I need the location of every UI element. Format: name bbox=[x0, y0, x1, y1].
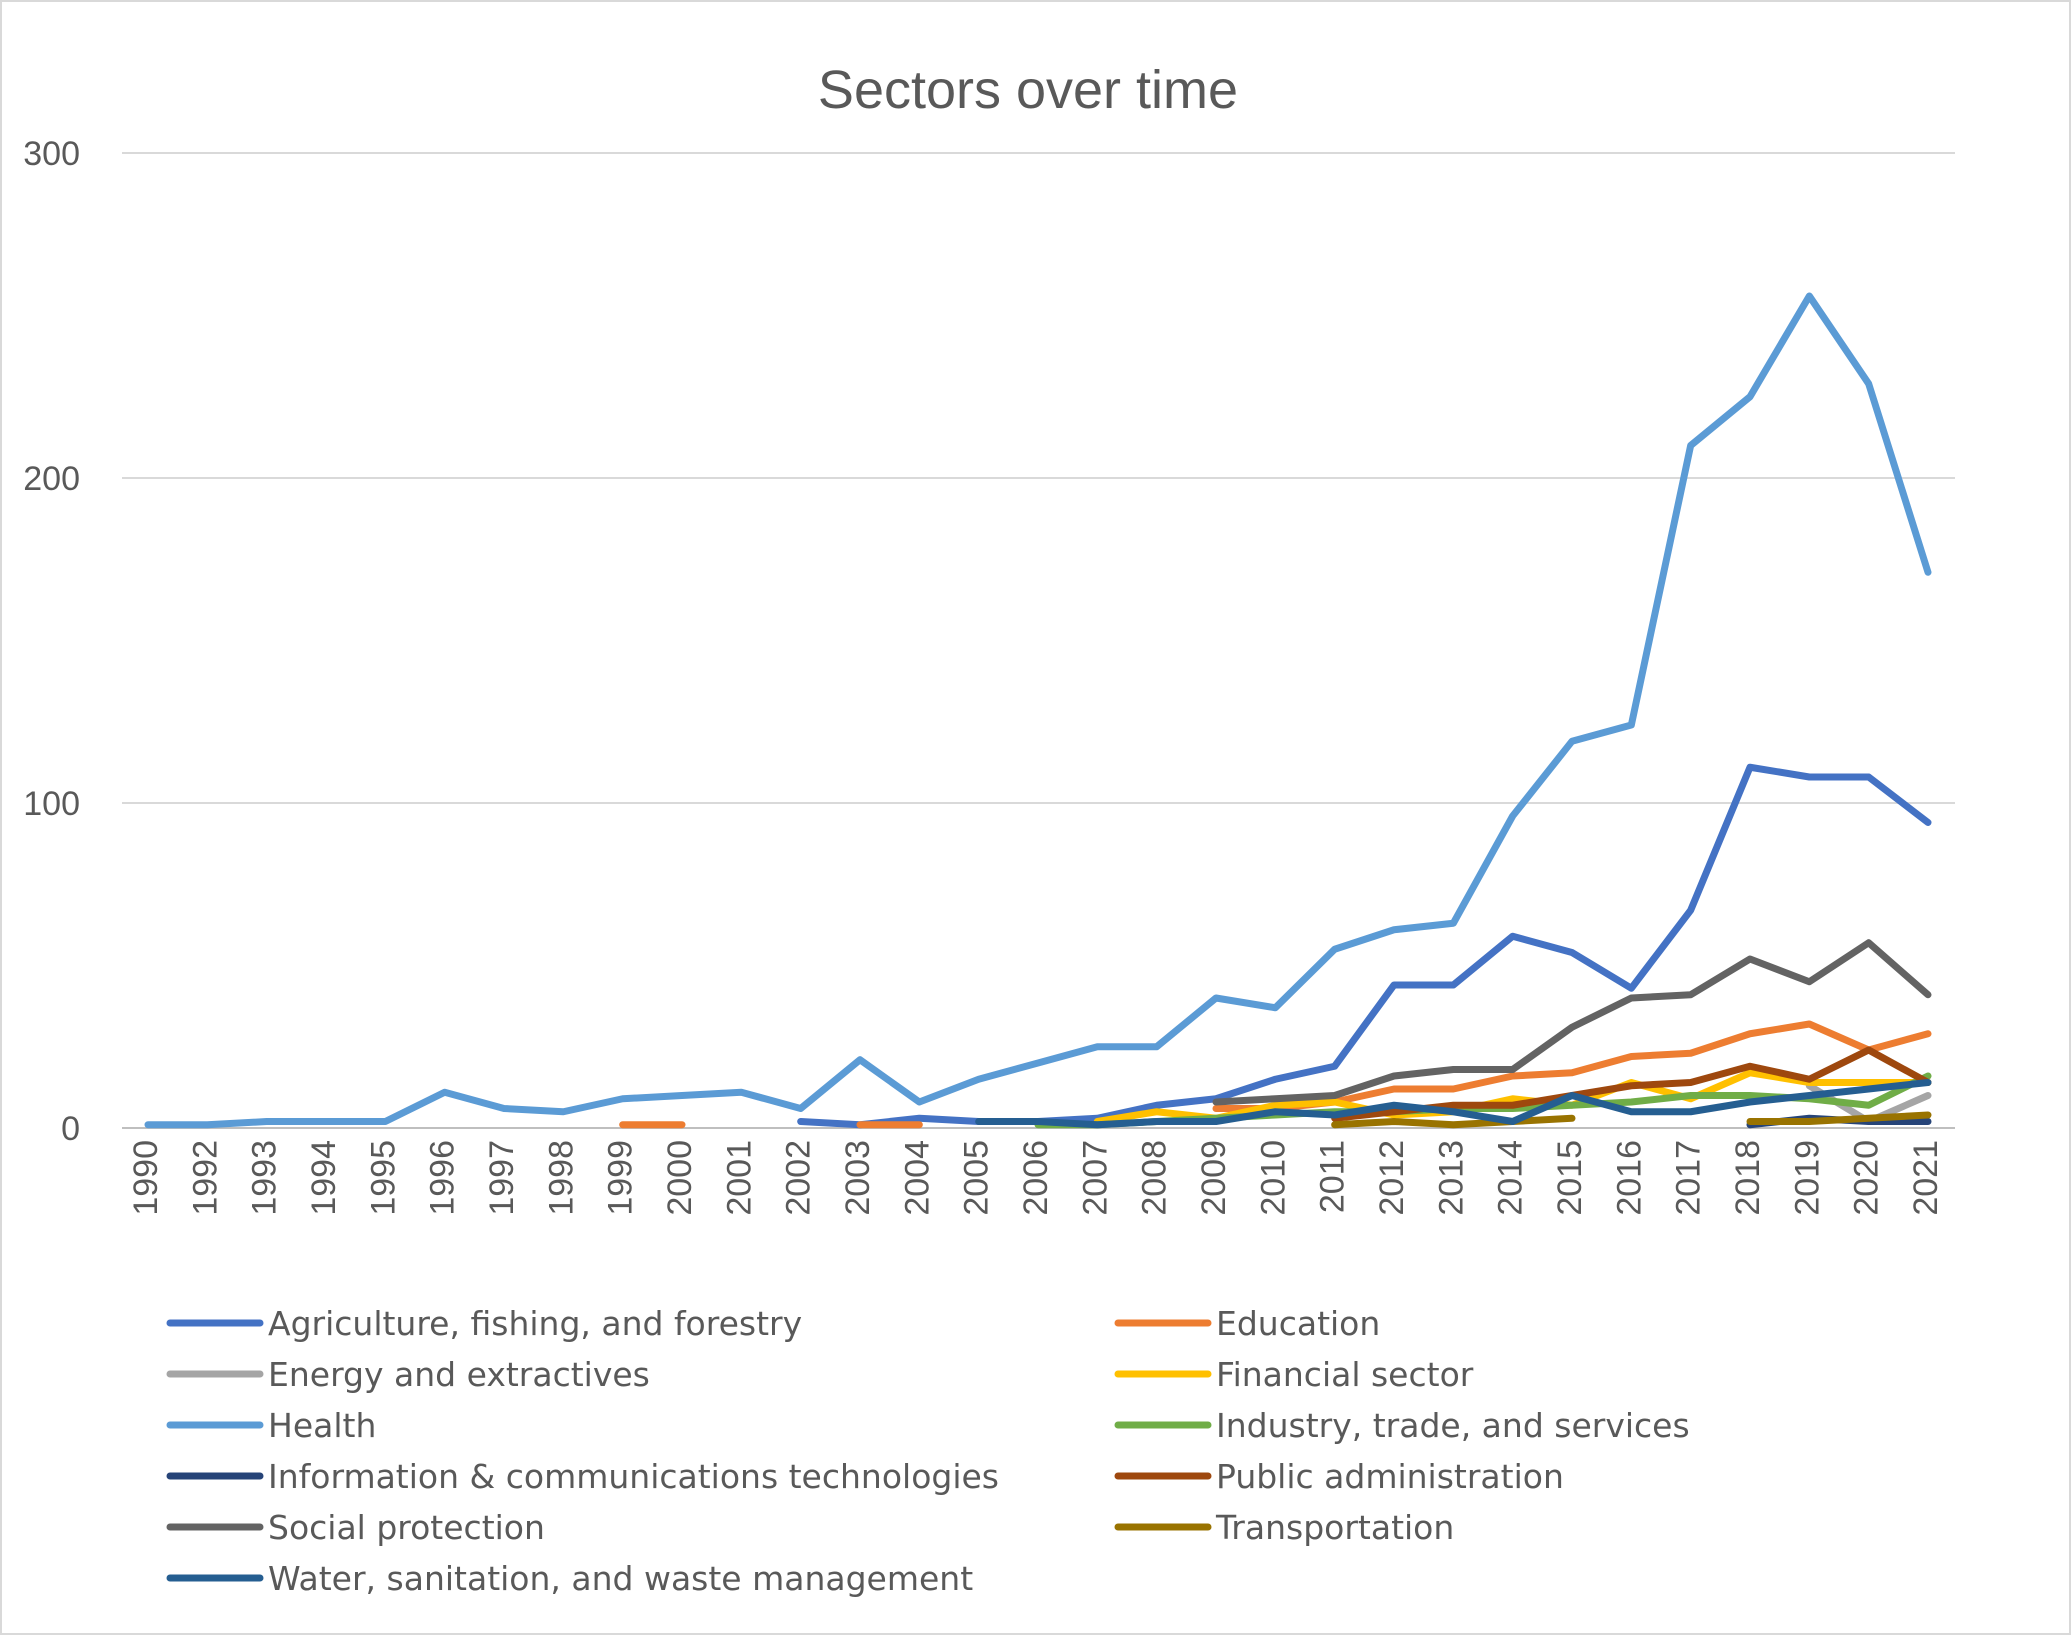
x-tick-label: 2005 bbox=[958, 1140, 996, 1216]
series-transportation bbox=[1331, 1111, 1932, 1129]
x-tick-label: 2006 bbox=[1017, 1140, 1055, 1216]
y-tick-label: 200 bbox=[23, 460, 80, 498]
legend-item: Agriculture, fishing, and forestry bbox=[166, 1304, 802, 1343]
x-axis-ticks: 1990 1992 1993 1994 1995 1996 1997 1998 1999 2000… bbox=[127, 1140, 1945, 1216]
y-tick-label: 100 bbox=[23, 785, 80, 823]
x-tick-label: 2012 bbox=[1373, 1140, 1411, 1216]
x-tick-label: 2002 bbox=[780, 1140, 818, 1216]
series-line-segment bbox=[975, 1079, 1932, 1129]
legend-label: Agriculture, fishing, and forestry bbox=[268, 1304, 802, 1343]
gridlines bbox=[122, 152, 1955, 1129]
legend-label: Water, sanitation, and waste management bbox=[268, 1559, 973, 1598]
x-tick-label: 1996 bbox=[424, 1140, 462, 1216]
series-line-segment bbox=[1746, 1111, 1932, 1125]
legend-item: Financial sector bbox=[1114, 1355, 1474, 1394]
series-water-sanitation-and-waste-management bbox=[975, 1079, 1932, 1129]
legend-label: Health bbox=[268, 1406, 376, 1445]
x-tick-label: 2010 bbox=[1254, 1140, 1292, 1216]
x-tick-label: 2007 bbox=[1076, 1140, 1114, 1216]
x-tick-label: 2011 bbox=[1314, 1140, 1352, 1213]
legend-label: Financial sector bbox=[1216, 1355, 1474, 1394]
y-tick-label: 0 bbox=[61, 1110, 80, 1148]
x-tick-label: 2009 bbox=[1195, 1140, 1233, 1216]
x-tick-label: 1994 bbox=[305, 1140, 343, 1216]
legend-item: Social protection bbox=[166, 1508, 545, 1547]
x-tick-label: 2021 bbox=[1907, 1140, 1945, 1216]
legend-item: Industry, trade, and services bbox=[1114, 1406, 1690, 1445]
x-tick-label: 2013 bbox=[1432, 1140, 1470, 1216]
x-tick-label: 2017 bbox=[1670, 1140, 1708, 1216]
legend-item: Public administration bbox=[1114, 1457, 1564, 1496]
x-tick-label: 2001 bbox=[720, 1140, 758, 1216]
chart-title: Sectors over time bbox=[818, 60, 1238, 120]
legend-item: Water, sanitation, and waste management bbox=[166, 1559, 973, 1598]
series-social-protection bbox=[1212, 939, 1932, 1106]
x-tick-label: 2016 bbox=[1610, 1140, 1648, 1216]
x-tick-label: 2000 bbox=[661, 1140, 699, 1216]
legend-label: Energy and extractives bbox=[268, 1355, 650, 1394]
legend-label: Transportation bbox=[1215, 1508, 1454, 1547]
legend-item: Health bbox=[166, 1406, 376, 1445]
legend-label: Information & communications technologie… bbox=[268, 1457, 999, 1496]
x-tick-label: 1993 bbox=[246, 1140, 284, 1216]
legend-item: Information & communications technologie… bbox=[166, 1457, 999, 1496]
legend-item: Energy and extractives bbox=[166, 1355, 650, 1394]
x-tick-label: 2003 bbox=[839, 1140, 877, 1216]
x-tick-label: 2020 bbox=[1848, 1140, 1886, 1216]
x-tick-label: 2019 bbox=[1788, 1140, 1826, 1216]
legend-label: Social protection bbox=[268, 1508, 545, 1547]
x-tick-label: 1992 bbox=[186, 1140, 224, 1216]
x-tick-label: 1998 bbox=[542, 1140, 580, 1216]
legend-label: Public administration bbox=[1216, 1457, 1564, 1496]
x-tick-label: 1999 bbox=[602, 1140, 640, 1216]
x-tick-label: 1995 bbox=[364, 1140, 402, 1216]
x-tick-label: 2008 bbox=[1136, 1140, 1174, 1216]
y-axis-ticks: 0 100 200 300 bbox=[23, 135, 80, 1148]
series-health bbox=[144, 292, 1932, 1129]
x-tick-label: 2015 bbox=[1551, 1140, 1589, 1216]
legend-label: Industry, trade, and services bbox=[1216, 1406, 1690, 1445]
x-tick-label: 2004 bbox=[898, 1140, 936, 1216]
series-line-segment bbox=[1212, 939, 1932, 1106]
x-tick-label: 1990 bbox=[127, 1140, 165, 1216]
legend: Agriculture, fishing, and forestry Educat… bbox=[166, 1304, 1690, 1598]
y-tick-label: 300 bbox=[23, 135, 80, 173]
x-tick-label: 1997 bbox=[483, 1140, 521, 1216]
x-tick-label: 2014 bbox=[1492, 1140, 1530, 1216]
series-line-segment bbox=[1331, 1114, 1576, 1129]
series-line-segment bbox=[144, 292, 1932, 1129]
series-lines bbox=[144, 292, 1932, 1129]
legend-label: Education bbox=[1216, 1304, 1380, 1343]
legend-item: Education bbox=[1114, 1304, 1380, 1343]
legend-item: Transportation bbox=[1114, 1508, 1454, 1547]
x-tick-label: 2018 bbox=[1729, 1140, 1767, 1216]
